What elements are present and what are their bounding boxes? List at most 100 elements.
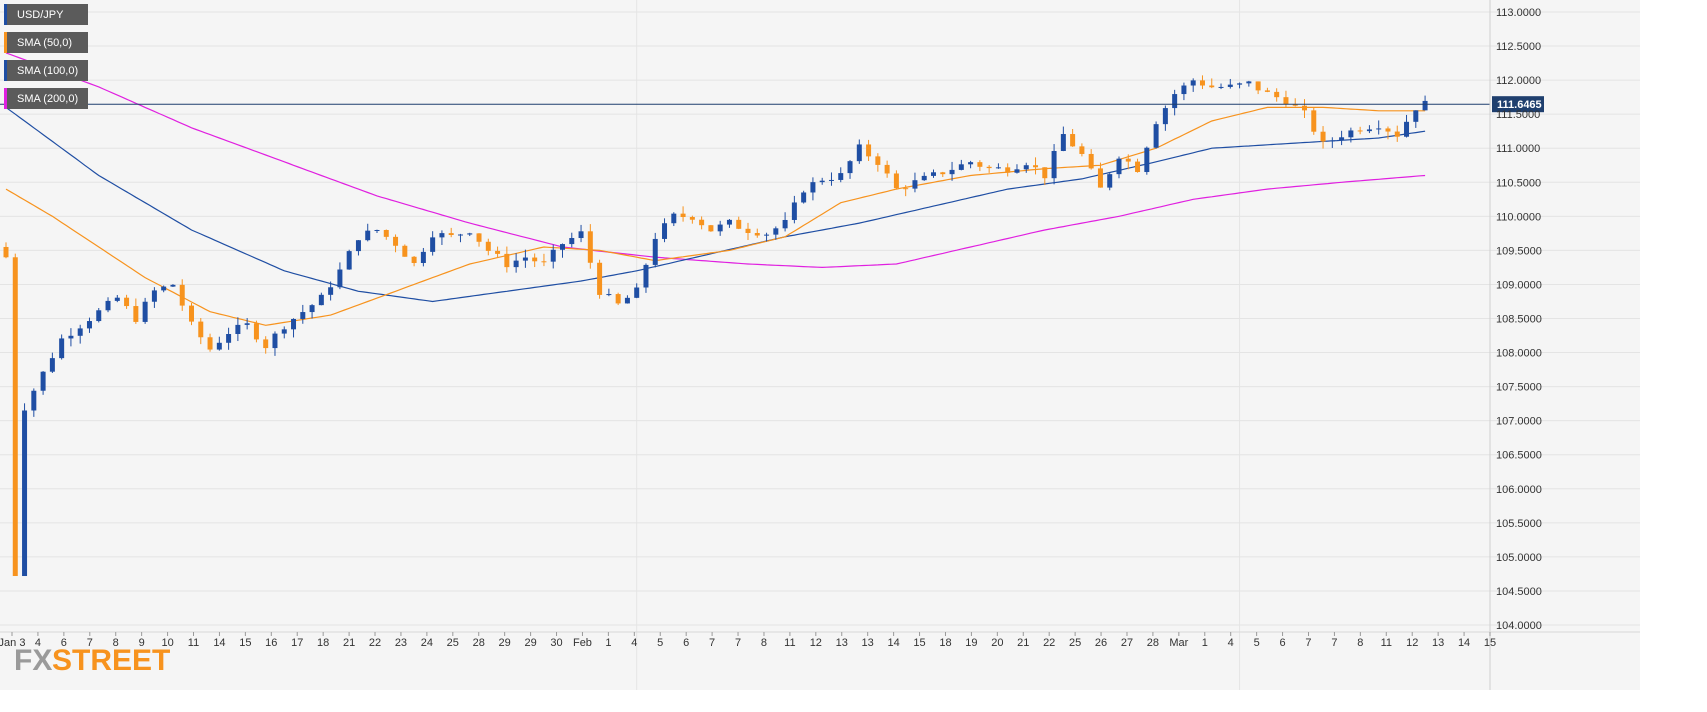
- candle-body: [810, 182, 816, 193]
- x-tick-label: 29: [499, 637, 511, 649]
- candle: [1404, 114, 1410, 138]
- candle-body: [838, 173, 844, 180]
- candle: [142, 297, 148, 324]
- legend-item-usdjpy[interactable]: USD/JPY: [4, 4, 89, 25]
- candle: [931, 169, 936, 178]
- candle-body: [244, 323, 250, 325]
- x-axis: Jan 3 4 6 7 8 9 10 11 14 15 16 17 18 21 22 23 24 25 28 29 29…: [0, 631, 1640, 649]
- candle: [671, 212, 677, 227]
- candle-body: [606, 294, 612, 296]
- candle: [866, 139, 872, 162]
- candle: [1023, 162, 1029, 173]
- x-tick-label: 12: [1406, 637, 1418, 649]
- candle-body: [977, 162, 983, 167]
- candle: [485, 238, 491, 256]
- candle: [597, 259, 603, 299]
- candle-body: [189, 305, 194, 322]
- candle: [68, 328, 74, 347]
- candle-body: [1404, 121, 1410, 137]
- candle-body: [1274, 91, 1280, 98]
- candle-body: [281, 329, 287, 334]
- y-tick-label: 109.5000: [1496, 245, 1542, 257]
- candle-body: [133, 306, 139, 322]
- x-tick-label: 17: [291, 637, 303, 649]
- candle-body: [1209, 85, 1215, 88]
- candle: [1366, 125, 1372, 134]
- candle-body: [522, 257, 528, 261]
- legend-item-sma100[interactable]: SMA (100,0): [4, 60, 89, 81]
- candle: [402, 244, 408, 257]
- candle-body: [1385, 128, 1391, 132]
- candle: [995, 163, 1001, 169]
- y-tick-label: 106.0000: [1496, 484, 1542, 496]
- legend-item-sma200[interactable]: SMA (200,0): [4, 88, 89, 109]
- candle: [801, 190, 807, 204]
- candle: [560, 243, 565, 258]
- candle: [86, 317, 92, 333]
- candle-body: [300, 312, 306, 319]
- x-tick-label: 13: [1432, 637, 1444, 649]
- candle: [1172, 89, 1178, 116]
- candle: [1199, 75, 1205, 90]
- candle-body: [1376, 128, 1382, 130]
- x-tick-label: 16: [265, 637, 277, 649]
- candle-body: [1320, 131, 1326, 142]
- candle: [383, 229, 389, 240]
- candle-body: [226, 333, 232, 343]
- candle-body: [467, 233, 473, 235]
- candle-body: [448, 233, 454, 235]
- x-tick-label: 7: [709, 637, 715, 649]
- candle: [856, 139, 862, 164]
- candle-body: [1329, 140, 1335, 142]
- candle-body: [921, 175, 927, 181]
- x-tick-label: 12: [810, 637, 822, 649]
- candle: [96, 307, 102, 323]
- candle-body: [1144, 147, 1150, 173]
- candle-body: [86, 321, 92, 329]
- candle: [541, 253, 547, 267]
- plot-background: [0, 0, 1640, 690]
- x-tick-label: 1: [1202, 637, 1208, 649]
- candle: [3, 242, 9, 259]
- candle-body: [383, 230, 389, 237]
- candle-body: [1172, 94, 1178, 109]
- candle: [300, 304, 306, 324]
- candle-body: [587, 231, 593, 263]
- candle-body: [1023, 165, 1029, 170]
- x-tick-label: 4: [631, 637, 637, 649]
- candle-body: [736, 219, 742, 229]
- y-tick-label: 111.5000: [1496, 109, 1540, 121]
- candle: [179, 279, 185, 311]
- candle: [235, 317, 241, 342]
- candle-body: [912, 180, 918, 189]
- candle-body: [828, 179, 834, 181]
- x-tick-label: 24: [421, 637, 433, 649]
- x-tick-label: 20: [991, 637, 1003, 649]
- candle: [420, 247, 426, 267]
- candle-body: [1033, 165, 1039, 168]
- candle: [365, 223, 371, 242]
- candle: [263, 336, 269, 354]
- last-price-tag: [1492, 96, 1544, 113]
- legend-item-sma50[interactable]: SMA (50,0): [4, 32, 89, 53]
- candle-body: [995, 167, 1001, 169]
- candle: [337, 262, 343, 290]
- legend-swatch-sma50: [4, 32, 7, 53]
- candle-body: [1339, 137, 1345, 141]
- candle-body: [1237, 83, 1243, 85]
- candle: [161, 285, 167, 293]
- candle-body: [1135, 161, 1141, 173]
- legend: USD/JPY SMA (50,0) SMA (100,0) SMA (200,…: [4, 4, 89, 109]
- candle: [1051, 144, 1057, 185]
- candle-body: [77, 328, 83, 336]
- y-tick-label: 113.0000: [1496, 7, 1541, 19]
- candle: [439, 230, 445, 245]
- candle: [40, 371, 46, 395]
- candle-body: [1394, 131, 1400, 137]
- x-tick-label: 11: [188, 637, 199, 649]
- candle: [949, 161, 955, 181]
- candle: [1376, 120, 1382, 135]
- candle: [643, 263, 649, 293]
- candle-body: [235, 324, 241, 334]
- candle: [374, 229, 380, 233]
